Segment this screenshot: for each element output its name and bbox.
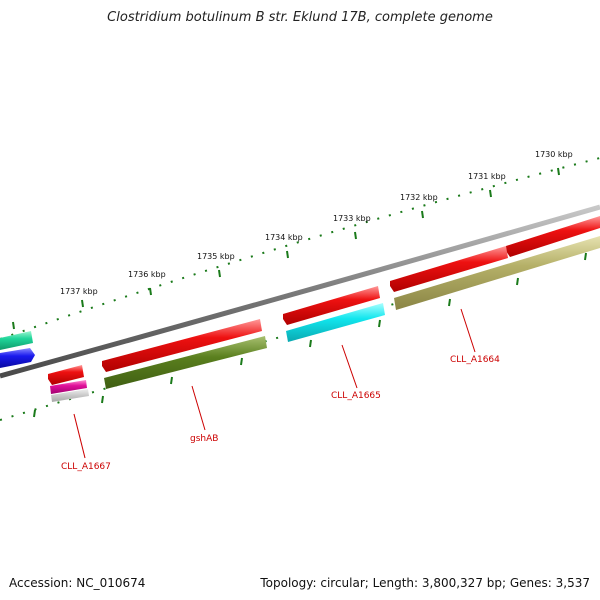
gene-label-cll-a1664: CLL_A1664: [450, 355, 500, 365]
gene-reverse-magenta: [50, 380, 87, 394]
accession-text: Accession: NC_010674: [9, 576, 146, 590]
gene-forward-red-a1665-region: [283, 286, 380, 325]
gene-reverse-grey: [51, 389, 89, 402]
gene-forward-red-a1664-region: [390, 246, 508, 292]
label-leaders: [73, 308, 476, 459]
tick-label-1736: 1736 kbp: [128, 270, 166, 279]
tick-label-1731: 1731 kbp: [468, 172, 506, 181]
gene-label-gshab: gshAB: [190, 434, 218, 444]
tick-label-1735: 1735 kbp: [197, 252, 235, 261]
gene-forward-red-gsh-region: [102, 319, 262, 372]
tick-label-1737: 1737 kbp: [60, 287, 98, 296]
outer-major-ticks: [12, 167, 560, 330]
gene-label-cll-a1667: CLL_A1667: [61, 462, 111, 472]
gene-forward-teal: [0, 331, 33, 350]
gene-forward-red-right-edge: [506, 216, 600, 257]
tick-label-1733: 1733 kbp: [333, 214, 371, 223]
tick-label-1730: 1730 kbp: [535, 150, 573, 159]
inner-major-ticks: [33, 252, 587, 418]
tick-label-1732: 1732 kbp: [400, 193, 438, 202]
gene-forward-red-a1667-region: [48, 365, 84, 385]
gene-reverse-khaki: [394, 236, 600, 310]
gene-reverse-olive: [104, 336, 267, 389]
tick-label-1734: 1734 kbp: [265, 233, 303, 242]
gene-label-cll-a1665: CLL_A1665: [331, 391, 381, 401]
gene-forward-blue: [0, 348, 35, 368]
gene-reverse-cyan: [286, 303, 385, 342]
genome-summary-text: Topology: circular; Length: 3,800,327 bp…: [260, 576, 590, 590]
genome-backbone: [0, 204, 600, 379]
map-title: Clostridium botulinum B str. Eklund 17B,…: [107, 10, 493, 25]
